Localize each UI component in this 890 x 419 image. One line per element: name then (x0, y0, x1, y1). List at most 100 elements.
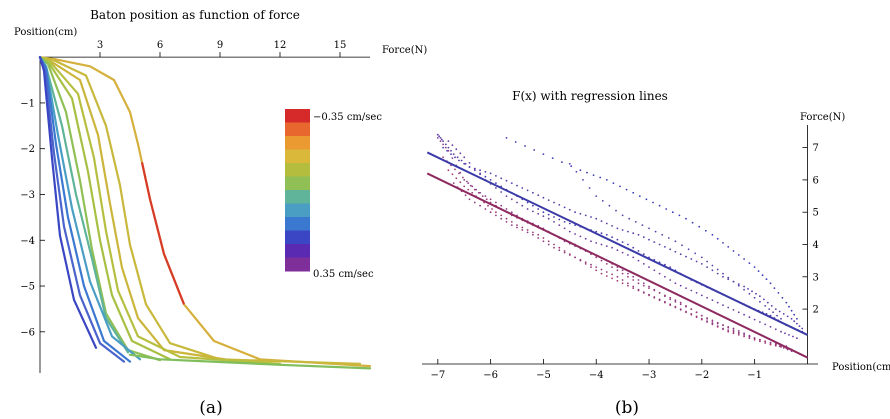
chart-b-point (600, 243, 603, 246)
chart-b-point (784, 332, 786, 335)
chart-b-point (600, 268, 603, 271)
chart-b-point (521, 229, 524, 231)
chart-b-point (772, 311, 774, 314)
chart-b-point (526, 189, 529, 192)
chart-b-point (477, 191, 480, 194)
chart-b-point (579, 169, 582, 172)
chart-b-point (774, 308, 777, 310)
chart-b-point (563, 250, 566, 252)
chart-b-point (674, 299, 677, 302)
chart-b-point (706, 260, 708, 263)
chart-b-point (667, 237, 670, 239)
chart-b-x-tick-label: −3 (642, 370, 657, 381)
chart-b-point (479, 169, 481, 172)
chart-b-x-tick-label: −5 (536, 370, 551, 381)
chart-b-point (652, 201, 654, 204)
chart-b-point (737, 330, 740, 332)
chart-b-point (743, 334, 745, 336)
chart-b-point (711, 233, 714, 236)
chart-b-point (605, 179, 608, 181)
chart-b-point (653, 289, 656, 292)
chart-b-point (537, 237, 540, 239)
chart-b-point (500, 191, 503, 193)
chart-b-point (568, 254, 571, 256)
chart-b-point (595, 195, 598, 198)
chart-b-point (491, 208, 493, 210)
chart-b-point (695, 292, 698, 294)
chart-b-point (510, 224, 513, 227)
chart-b-point (495, 214, 497, 217)
chart-b-point (801, 327, 804, 330)
chart-b-point (459, 152, 462, 155)
chart-b-point (484, 208, 487, 210)
chart-b-point (642, 291, 645, 293)
chart-b-point (464, 194, 467, 197)
chart-a-x-tick-label: 9 (217, 40, 223, 51)
chart-b-point (595, 230, 598, 233)
chart-b-point (627, 254, 629, 256)
chart-b-point (664, 294, 666, 297)
colorbar-top-label: −0.35 cm/sec (313, 112, 382, 123)
chart-b-point (704, 229, 707, 232)
chart-b-point (764, 340, 767, 343)
chart-b-point (669, 296, 672, 299)
chart-b-point (467, 182, 470, 185)
chart-b-point (748, 292, 751, 295)
chart-b-point (526, 201, 529, 204)
chart-b-point (759, 295, 761, 298)
chart-b-point (671, 211, 674, 214)
chart-b-point (505, 217, 508, 220)
chart-b-point (590, 263, 592, 266)
chart-b-point (632, 285, 635, 288)
chart-b-point (654, 230, 657, 233)
chart-b-point (601, 200, 604, 202)
chart-b-point (648, 285, 650, 288)
chart-b-point (722, 324, 724, 327)
chart-b-point (621, 251, 624, 254)
chart-b-point (690, 258, 693, 260)
chart-b-point (611, 266, 613, 268)
chart-b-point (769, 341, 772, 344)
chart-b-point (471, 185, 474, 188)
chart-b-point (727, 326, 730, 329)
chart-b-point (484, 170, 487, 173)
chart-b-point (542, 196, 545, 199)
chart-b-point (458, 172, 460, 175)
chart-b-point (600, 232, 603, 235)
chart-b-y-tick-label: 6 (812, 175, 818, 186)
chart-b-point (743, 285, 745, 288)
chart-b-point (489, 179, 492, 181)
chart-b-point (553, 221, 555, 223)
chart-b-point (648, 287, 650, 289)
chart-b-point (669, 248, 672, 251)
chart-b-point (695, 260, 698, 263)
chart-b-point (616, 238, 619, 241)
chart-b-regression-line (426, 151, 808, 336)
chart-b-point (653, 269, 656, 272)
chart-b-point (743, 313, 745, 316)
chart-b-point (473, 167, 476, 170)
chart-b-point (510, 211, 513, 214)
chart-b-point (732, 250, 735, 252)
chart-b-point (616, 279, 619, 282)
chart-b-point (469, 184, 472, 187)
chart-b-point (757, 270, 760, 272)
chart-b-point (722, 242, 724, 244)
chart-b-point (489, 198, 492, 201)
chart-b-point (706, 317, 708, 319)
chart-b-point (600, 272, 603, 275)
chart-b-point (574, 211, 576, 214)
chart-b-point (628, 217, 631, 220)
chart-b-point (611, 236, 613, 239)
chart-b-point (769, 343, 772, 346)
chart-b-point (694, 252, 697, 255)
chart-b-point (625, 188, 628, 191)
chart-b-point (584, 261, 587, 264)
chart-b-point (463, 156, 466, 159)
chart-a-caption: (a) (199, 398, 222, 418)
chart-a-series-line (38, 56, 172, 361)
chart-b-point (568, 162, 571, 165)
chart-b-point (664, 275, 666, 278)
chart-a-y-tick-label: −5 (20, 282, 35, 293)
